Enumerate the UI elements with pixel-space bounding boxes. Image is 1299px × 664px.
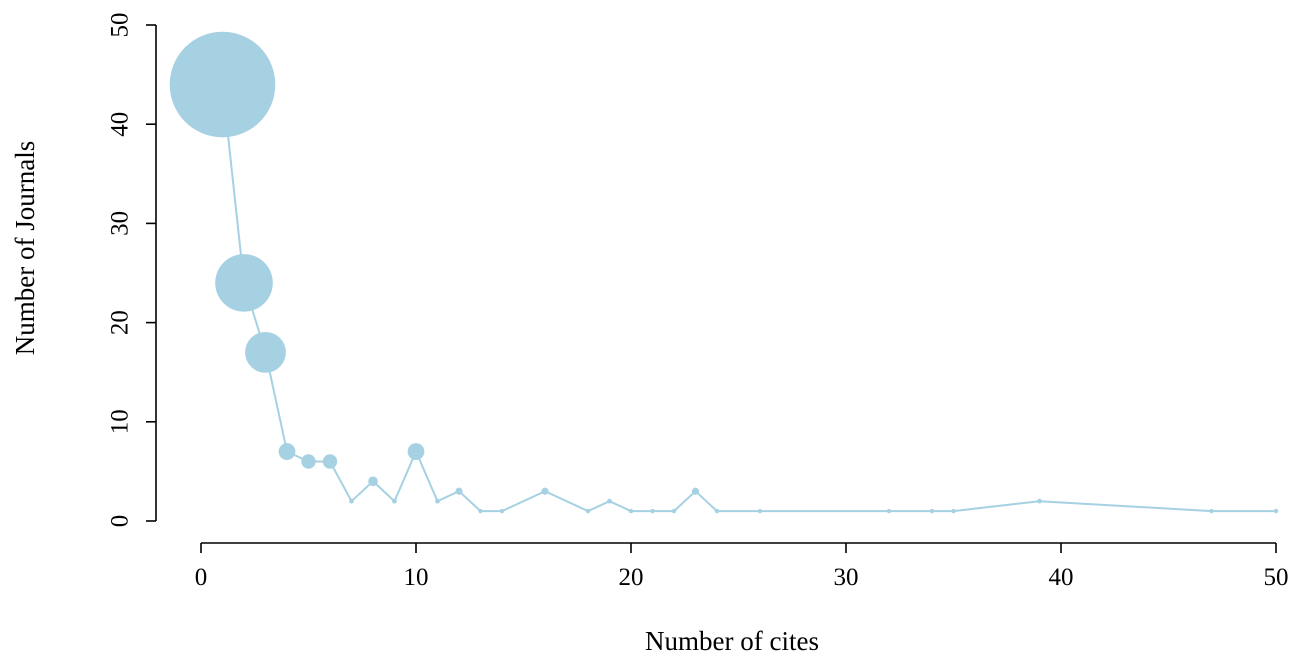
x-tick-label: 20 [619,564,644,591]
data-point [322,454,338,469]
data-point [714,508,720,514]
data-point [478,508,483,514]
x-axis-title: Number of cites [645,626,819,656]
x-tick-label: 30 [834,564,859,591]
data-point [245,331,286,373]
series-line [221,84,1276,513]
x-tick-label: 0 [195,564,208,591]
x-tick-label: 40 [1049,564,1074,591]
data-point [691,487,700,495]
data-point [407,443,425,460]
y-tick-label: 20 [107,310,134,335]
data-point [1037,498,1042,504]
y-axis: 0 10 20 30 40 50 [107,13,157,528]
data-point [671,508,677,514]
data-point [541,487,549,495]
data-point [392,498,397,504]
data-point [886,508,892,514]
data-point [607,498,612,504]
data-point [650,508,655,514]
y-tick-label: 40 [107,112,134,137]
data-point [435,498,440,504]
data-point [455,487,463,495]
x-tick-label: 10 [404,564,429,591]
plot-marks [169,31,1279,514]
data-point [301,454,316,469]
y-tick-label: 30 [107,211,134,236]
data-point [585,508,591,514]
data-point [349,498,354,504]
data-point [368,476,378,487]
y-tick-label: 10 [107,409,134,434]
data-point [1209,508,1214,514]
x-axis: 0 10 20 30 40 50 [195,542,1289,591]
data-point [1273,508,1279,514]
data-point [929,508,935,514]
y-axis-title: Number of Journals [10,141,40,355]
data-point [215,254,273,312]
data-point [499,508,505,514]
data-point [757,508,763,514]
y-tick-label: 50 [107,13,134,38]
data-point [628,508,634,514]
data-point [951,508,956,514]
data-point [169,31,276,138]
y-tick-label: 0 [107,515,134,528]
data-point [278,443,296,460]
x-tick-label: 50 [1264,564,1289,591]
